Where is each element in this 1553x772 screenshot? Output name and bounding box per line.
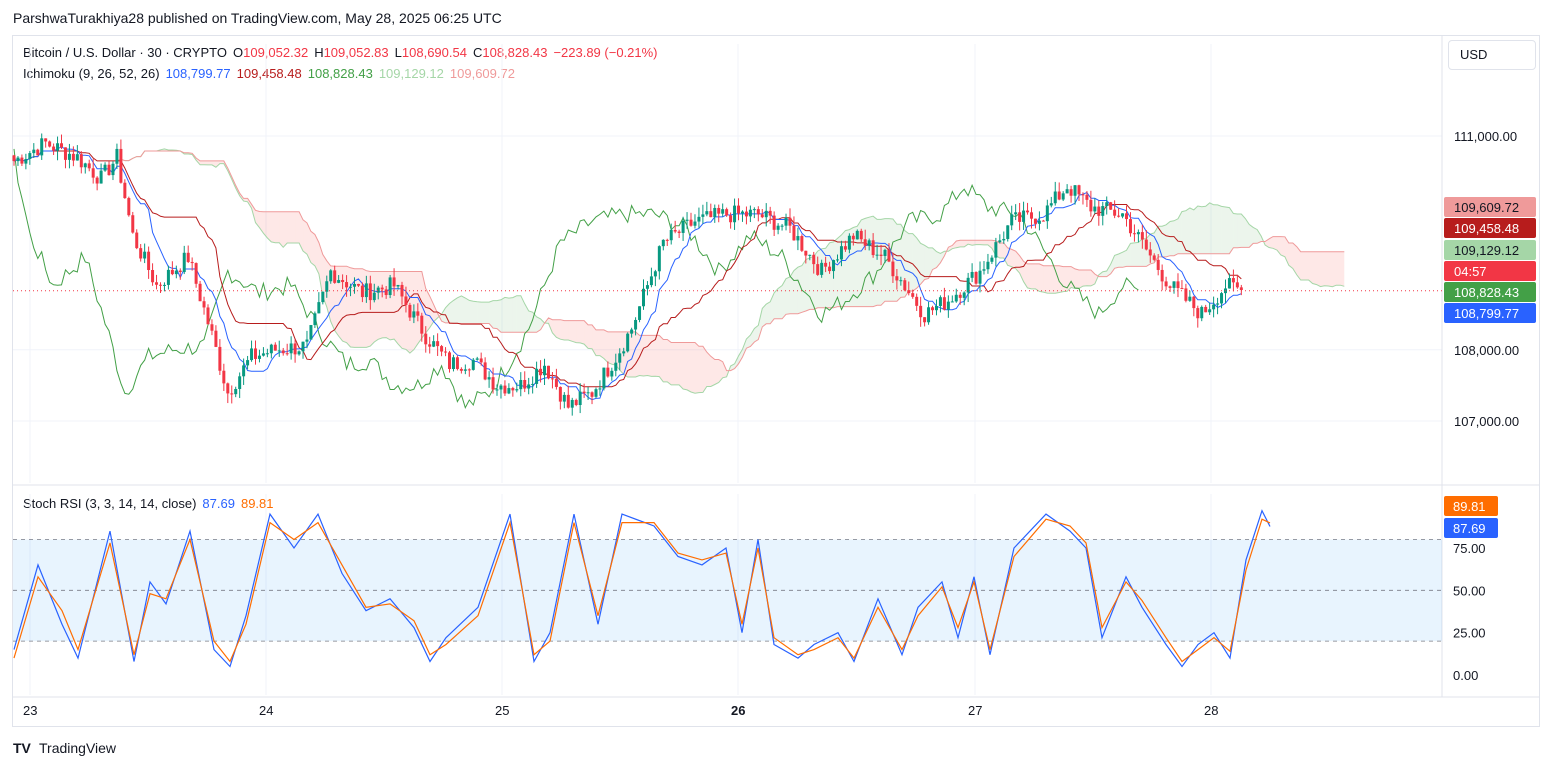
symbol-title[interactable]: Bitcoin / U.S. Dollar · 30 · CRYPTO bbox=[23, 45, 227, 60]
close-value: 108,828.43 bbox=[482, 45, 548, 60]
low-label: L bbox=[394, 45, 402, 60]
high-label: H bbox=[314, 45, 324, 60]
tv-logo-icon: TV bbox=[13, 740, 31, 756]
lead-a-value: 109,129.12 bbox=[378, 66, 444, 81]
stoch-k-value: 87.69 bbox=[202, 496, 235, 511]
published-caption: ParshwaTurakhiya28 published on TradingV… bbox=[13, 10, 502, 26]
lead-b-value: 109,609.72 bbox=[449, 66, 515, 81]
open-value: 109,052.32 bbox=[243, 45, 309, 60]
low-value: 108,690.54 bbox=[401, 45, 467, 60]
conversion-value: 108,799.77 bbox=[165, 66, 231, 81]
ichimoku-legend: Ichimoku (9, 26, 52, 26) 108,799.77 109,45… bbox=[23, 66, 521, 81]
open-label: O bbox=[232, 45, 244, 60]
ichimoku-label[interactable]: Ichimoku (9, 26, 52, 26) bbox=[23, 66, 160, 81]
currency-button[interactable]: USD bbox=[1448, 40, 1536, 70]
stoch-label[interactable]: Stoch RSI (3, 3, 14, 14, close) bbox=[23, 496, 197, 511]
lagging-value: 108,828.43 bbox=[307, 66, 373, 81]
tv-brand-text: TradingView bbox=[39, 740, 117, 756]
high-value: 109,052.83 bbox=[323, 45, 389, 60]
symbol-legend: Bitcoin / U.S. Dollar · 30 · CRYPTO O109,… bbox=[23, 45, 664, 60]
close-label: C bbox=[472, 45, 483, 60]
base-value: 109,458.48 bbox=[236, 66, 302, 81]
stoch-d-value: 89.81 bbox=[240, 496, 274, 511]
tradingview-logo[interactable]: TV TradingView bbox=[13, 740, 116, 756]
change-value: −223.89 (−0.21%) bbox=[553, 45, 658, 60]
stoch-legend: Stoch RSI (3, 3, 14, 14, close) 87.69 89.8… bbox=[23, 496, 280, 511]
chart-frame[interactable] bbox=[12, 35, 1540, 727]
